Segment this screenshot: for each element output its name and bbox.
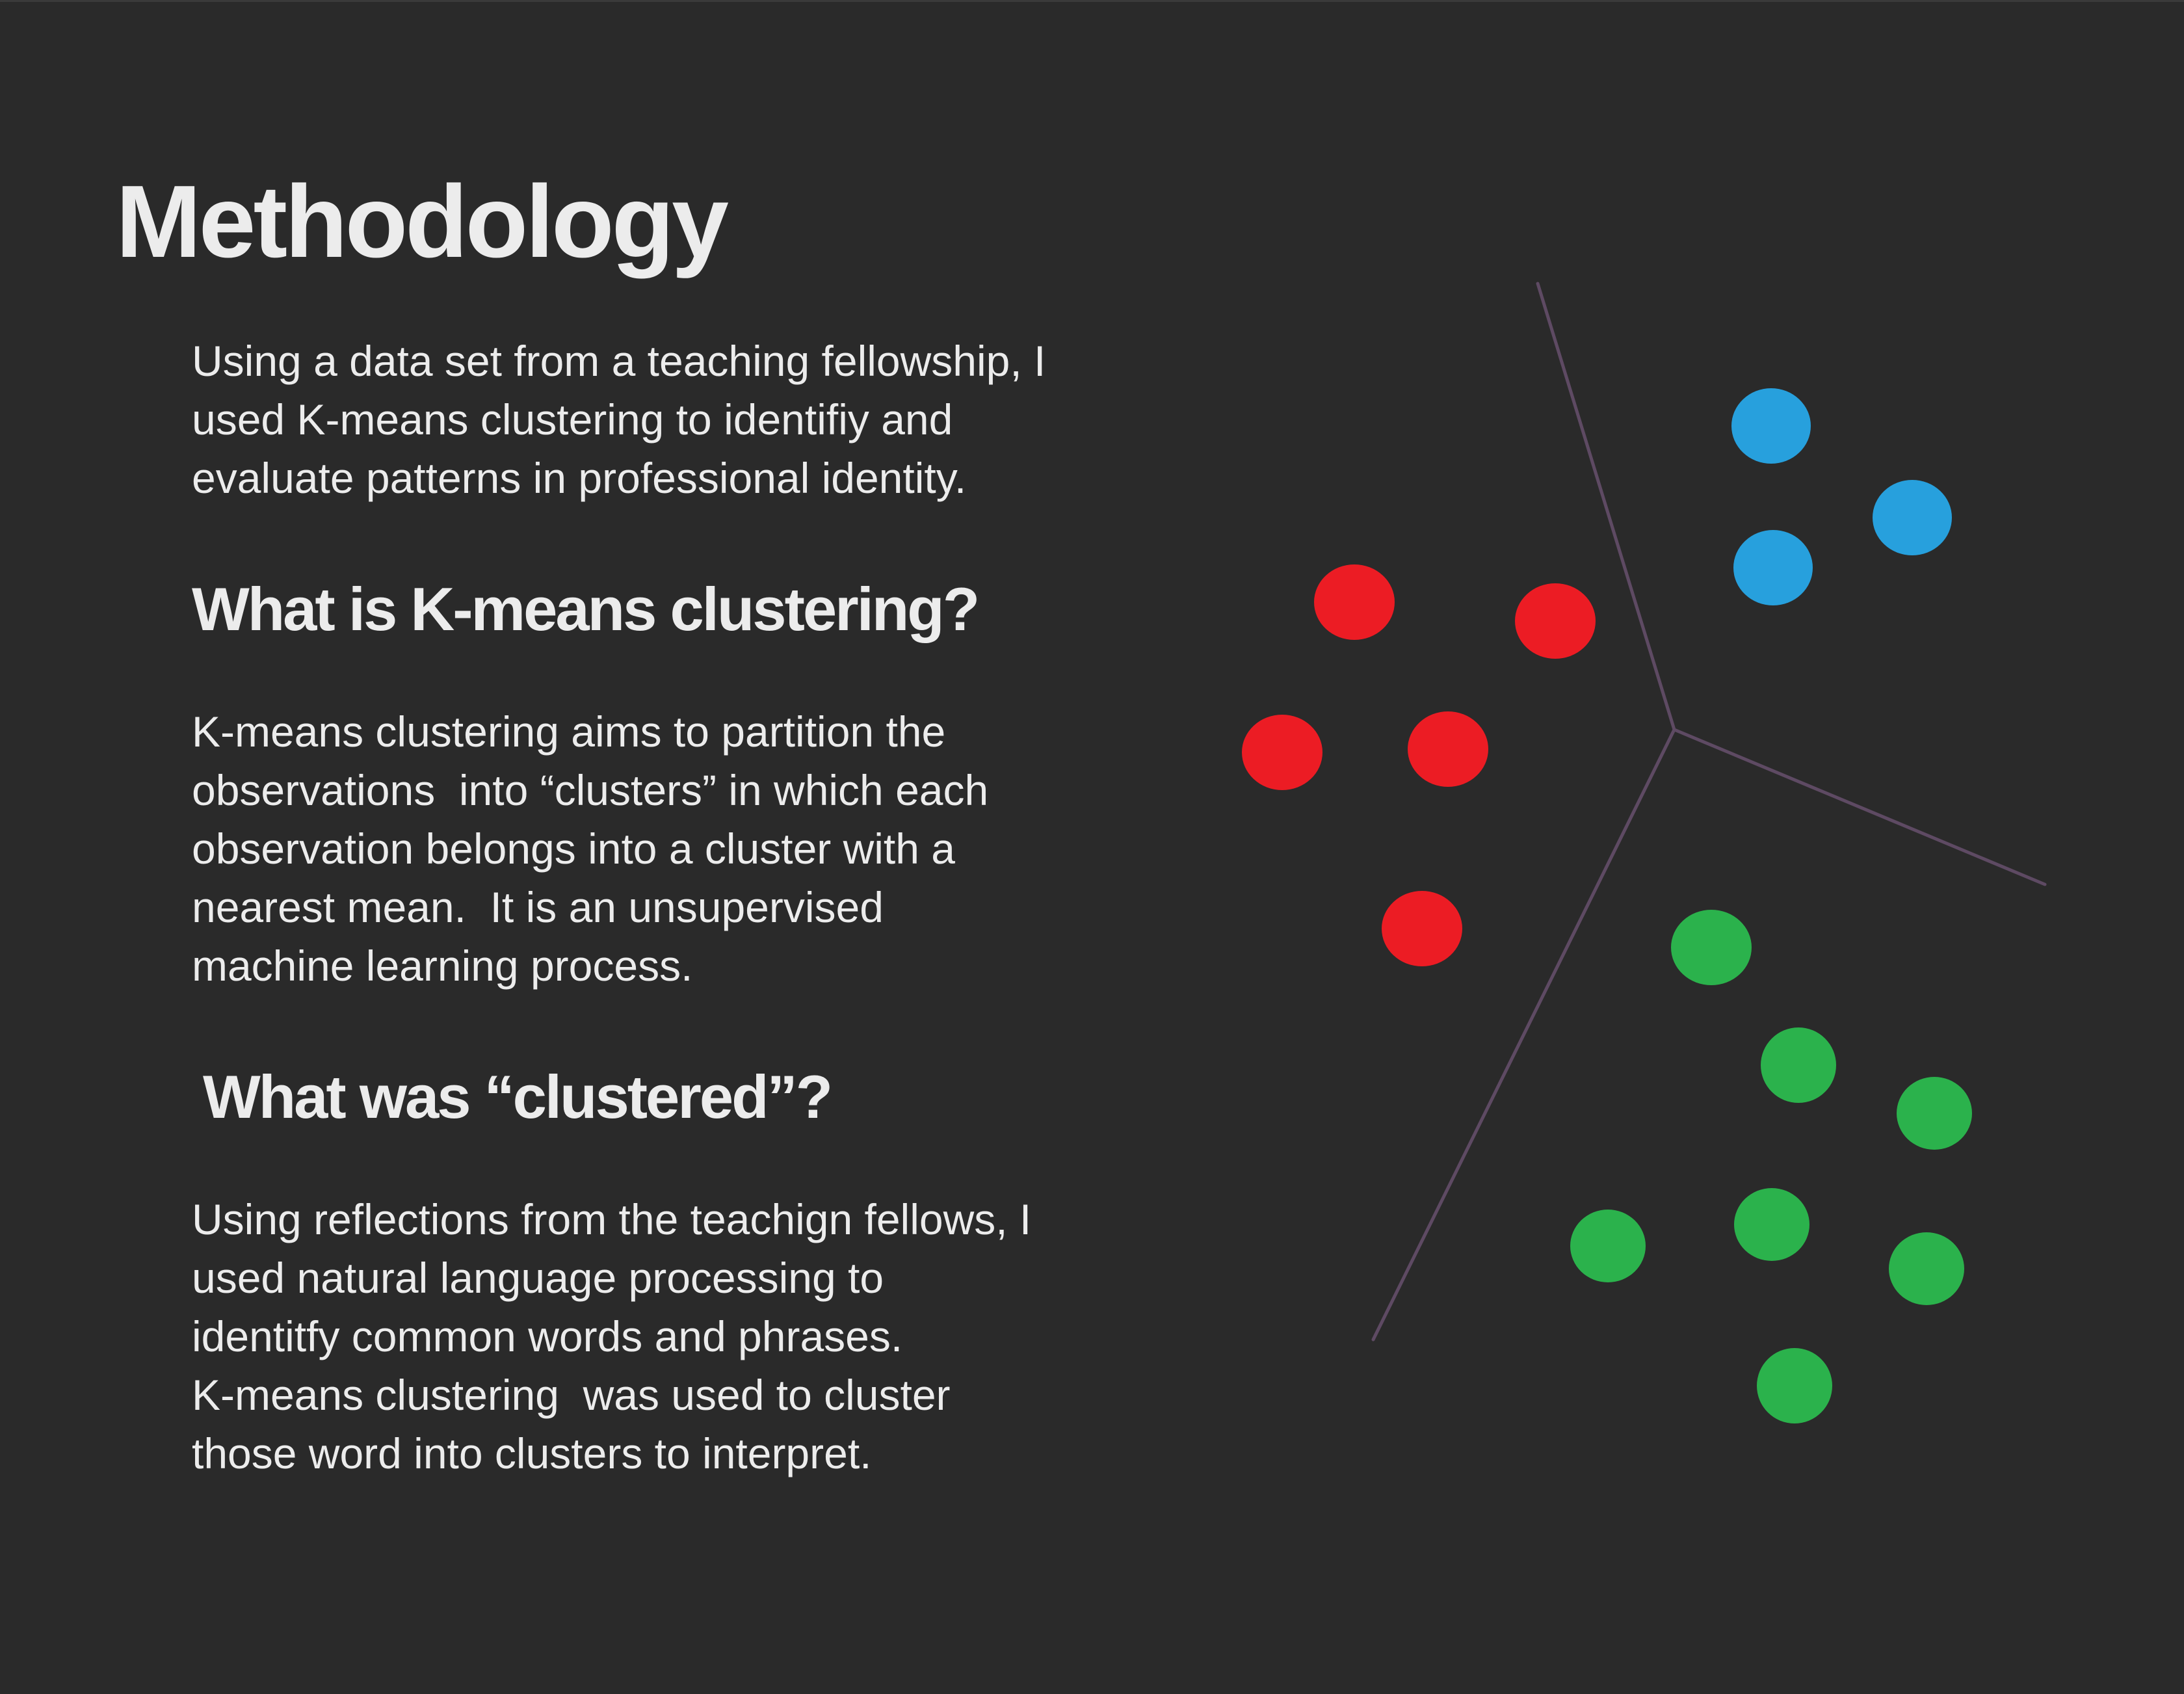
intro-line: evaluate patterns in professional identi…: [192, 454, 967, 502]
green-point: [1897, 1077, 1972, 1150]
green-point: [1734, 1188, 1809, 1261]
cluster-green: [1570, 910, 1972, 1423]
cluster-blue: [1731, 388, 1952, 605]
blue-point: [1731, 388, 1811, 464]
kmeans-line: machine learning process.: [192, 942, 693, 990]
intro-line: Using a data set from a teaching fellows…: [192, 337, 1046, 385]
cluster-boundaries: [1371, 282, 2047, 1342]
green-point: [1671, 910, 1752, 985]
boundary-line-right: [1672, 728, 2047, 886]
page-title: Methodology: [116, 165, 729, 279]
red-point: [1314, 564, 1395, 640]
blue-point: [1873, 480, 1952, 555]
red-point: [1408, 711, 1488, 787]
cluster-red: [1242, 564, 1596, 966]
blue-point: [1733, 530, 1813, 605]
red-point: [1515, 583, 1596, 659]
clustered-line: identitfy common words and phrases.: [192, 1312, 903, 1360]
boundary-line-lower: [1371, 728, 1676, 1342]
clustered-paragraph: Using reflections from the teachign fell…: [192, 1190, 1141, 1483]
green-point: [1570, 1210, 1646, 1282]
intro-paragraph: Using a data set from a teaching fellows…: [192, 332, 1141, 507]
red-point: [1242, 715, 1322, 790]
red-point: [1382, 891, 1462, 966]
green-point: [1889, 1232, 1964, 1305]
clustered-line: K-means clustering was used to cluster: [192, 1371, 951, 1419]
clustered-heading: What was “clustered”?: [203, 1063, 833, 1131]
clustered-line: those word into clusters to interpret.: [192, 1429, 872, 1477]
kmeans-line: observation belongs into a cluster with …: [192, 825, 956, 873]
green-point: [1757, 1348, 1832, 1423]
clustered-line: used natural language processing to: [192, 1254, 884, 1302]
kmeans-line: nearest mean. It is an unsupervised: [192, 883, 884, 931]
kmeans-line: K-means clustering aims to partition the: [192, 708, 946, 756]
kmeans-heading: What is K-means clustering?: [192, 575, 980, 643]
green-point: [1761, 1027, 1836, 1103]
kmeans-paragraph: K-means clustering aims to partition the…: [192, 702, 1141, 995]
kmeans-line: observations into “clusters” in which ea…: [192, 766, 989, 814]
clustered-line: Using reflections from the teachign fell…: [192, 1195, 1032, 1243]
boundary-line-upper: [1536, 282, 1676, 732]
intro-line: used K-means clustering to identifiy and: [192, 395, 953, 443]
